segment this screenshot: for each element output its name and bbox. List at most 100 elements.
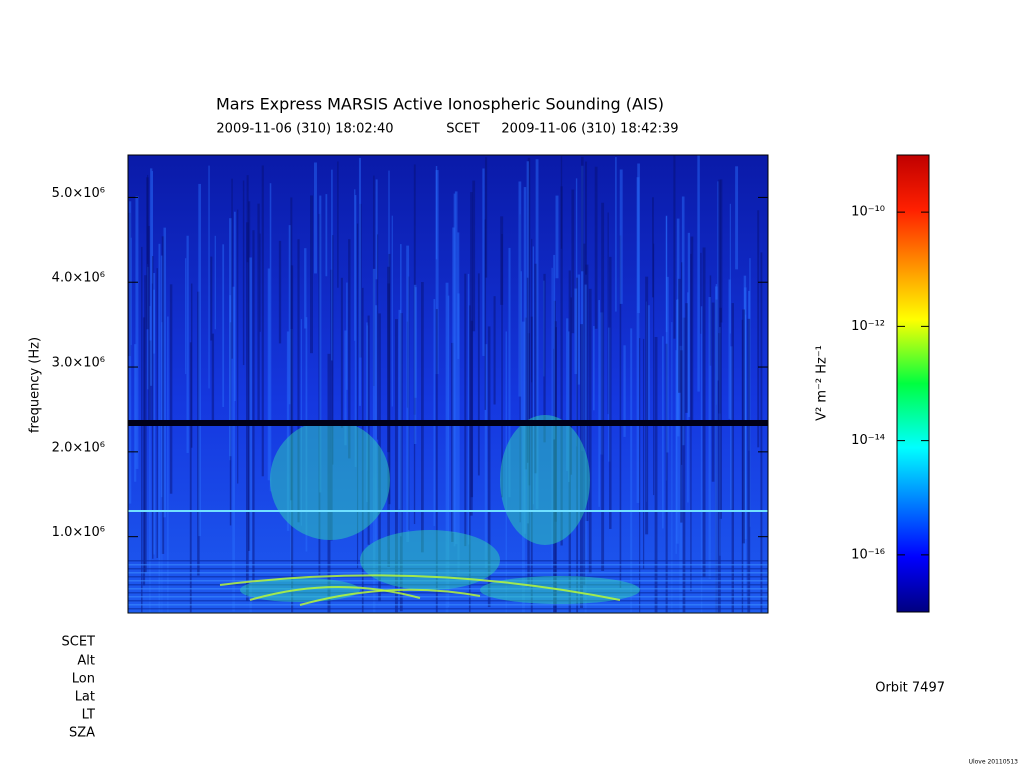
texture-stripe (487, 326, 491, 608)
texture-stripe (647, 305, 650, 424)
texture-stripe (149, 306, 151, 613)
texture-stripe (470, 192, 473, 516)
texture-stripe (523, 187, 527, 534)
texture-stripe (356, 223, 359, 569)
texture-stripe (468, 305, 471, 612)
texture-stripe (609, 256, 612, 529)
texture-stripe (134, 344, 137, 482)
texture-stripe (313, 162, 317, 274)
texture-stripe (286, 331, 290, 531)
spectrogram-background (128, 155, 768, 613)
texture-stripe (242, 180, 245, 366)
ephemeris-label: Lat (75, 690, 95, 705)
time-system: SCET (446, 122, 480, 137)
texture-stripe (229, 295, 232, 461)
texture-stripe (708, 297, 711, 579)
ephemeris-label: LT (82, 708, 95, 723)
texture-stripe (568, 270, 571, 613)
texture-stripe (711, 302, 715, 482)
texture-stripe (671, 322, 673, 613)
texture-stripe (675, 350, 677, 554)
texture-stripe (288, 225, 291, 405)
texture-stripe (248, 201, 251, 551)
texture-stripe (304, 248, 307, 329)
texture-stripe (717, 181, 719, 381)
texture-stripe (135, 196, 139, 469)
texture-stripe (151, 171, 153, 284)
texture-stripe (233, 211, 236, 402)
texture-stripe (373, 175, 375, 387)
texture-band (128, 580, 768, 582)
texture-stripe (717, 333, 721, 613)
texture-stripe (147, 225, 150, 422)
texture-stripe (128, 212, 131, 357)
texture-stripe (580, 324, 583, 609)
texture-stripe (576, 277, 579, 613)
texture-stripe (246, 222, 249, 602)
texture-stripe (697, 155, 700, 392)
texture-stripe (151, 256, 154, 559)
end-time: 2009-11-06 (310) 18:42:39 (501, 122, 678, 137)
texture-stripe (447, 295, 450, 608)
texture-stripe (257, 203, 260, 421)
texture-stripe (331, 169, 333, 361)
texture-band (128, 510, 768, 512)
texture-blob (270, 420, 390, 540)
texture-stripe (464, 273, 467, 547)
texture-stripe (149, 340, 152, 424)
texture-stripe (367, 315, 370, 545)
texture-stripe (588, 288, 592, 574)
texture-stripe (665, 343, 668, 613)
texture-stripe (130, 237, 132, 346)
texture-stripe (731, 303, 734, 613)
texture-stripe (690, 236, 694, 425)
texture-stripe (305, 317, 308, 552)
texture-stripe (147, 266, 149, 390)
texture-stripe (574, 288, 578, 375)
texture-stripe (472, 180, 476, 332)
orbit-label: Orbit 7497 (875, 681, 945, 696)
texture-stripe (340, 277, 343, 428)
texture-stripe (585, 161, 588, 275)
texture-stripe (354, 189, 356, 341)
texture-stripe (406, 321, 409, 408)
texture-stripe (554, 327, 557, 613)
texture-stripe (197, 291, 200, 576)
texture-stripe (269, 183, 272, 492)
texture-stripe (568, 331, 570, 482)
texture-stripe (719, 307, 722, 519)
texture-stripe (454, 191, 458, 545)
texture-trace (249, 586, 421, 601)
texture-stripe (642, 338, 645, 570)
texture-stripe (278, 240, 282, 344)
colorbar-tick-label: 10⁻¹⁰ (851, 205, 885, 220)
texture-stripe (160, 255, 163, 498)
texture-stripe (553, 254, 556, 440)
texture-band (128, 608, 768, 610)
texture-stripe (229, 218, 232, 457)
texture-stripe (391, 215, 393, 407)
texture-stripe (484, 344, 488, 569)
texture-stripe (163, 227, 166, 518)
ephemeris-label: Lon (72, 672, 95, 687)
texture-stripe (527, 333, 530, 588)
texture-band (128, 564, 768, 566)
texture-stripe (700, 252, 702, 334)
texture-stripe (743, 287, 747, 540)
ephemeris-label: SCET (62, 635, 96, 650)
texture-stripe (676, 218, 680, 437)
texture-stripe (290, 265, 294, 613)
texture-stripe (214, 235, 216, 330)
texture-stripe (388, 170, 390, 550)
texture-stripe (530, 316, 533, 613)
texture-stripe (645, 276, 649, 535)
texture-stripe (700, 306, 703, 613)
colorbar-tick-label: 10⁻¹⁶ (851, 547, 885, 562)
texture-stripe (457, 232, 460, 359)
texture-stripe (679, 345, 683, 613)
ephemeris-label: Alt (77, 654, 95, 669)
texture-stripe (310, 195, 313, 354)
texture-stripe (501, 233, 503, 498)
texture-band (128, 588, 768, 590)
